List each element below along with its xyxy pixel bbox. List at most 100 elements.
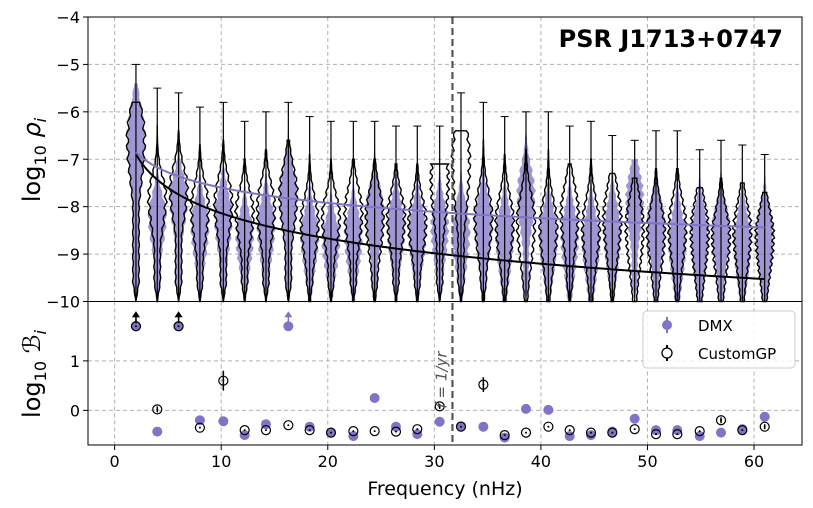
customgp-point-center xyxy=(676,433,679,436)
customgp-point xyxy=(218,375,229,386)
x-tick-label: 60 xyxy=(744,452,764,471)
customgp-point xyxy=(152,404,163,415)
customgp-point-center xyxy=(633,428,636,431)
customgp-point-center xyxy=(416,428,419,431)
customgp-point xyxy=(325,427,337,438)
customgp-point-center xyxy=(394,430,397,433)
customgp-point-center xyxy=(741,429,744,432)
x-tick-label: 40 xyxy=(531,452,551,471)
customgp-point-center xyxy=(134,325,137,328)
customgp-point-center xyxy=(329,431,332,434)
customgp-violin xyxy=(493,153,516,303)
x-tick-label: 20 xyxy=(318,452,338,471)
dmx-point xyxy=(152,426,163,437)
legend: DMX CustomGP xyxy=(642,310,796,369)
dmx-point xyxy=(194,415,205,426)
customgp-point xyxy=(260,425,272,436)
dmx-point xyxy=(218,416,229,427)
customgp-violin xyxy=(364,158,386,303)
customgp-point-center xyxy=(373,430,376,433)
upper-limit-arrowhead xyxy=(284,311,293,318)
y-tick-label: −8 xyxy=(56,198,80,217)
customgp-point-center xyxy=(611,431,614,434)
customgp-point xyxy=(694,426,705,437)
customgp-violin xyxy=(189,144,211,303)
customgp-point-center xyxy=(459,425,462,428)
customgp-point xyxy=(629,424,640,435)
dmx-point xyxy=(520,403,531,414)
customgp-point xyxy=(759,421,770,432)
customgp-point-center xyxy=(568,429,571,432)
violin-plot xyxy=(125,63,776,303)
customgp-violin xyxy=(731,182,753,303)
customgp-point-center xyxy=(438,405,441,408)
customgp-point xyxy=(194,422,205,433)
dmx-point xyxy=(304,421,315,432)
legend-frame xyxy=(642,310,796,369)
customgp-violin xyxy=(320,158,342,303)
customgp-violin xyxy=(233,158,256,303)
customgp-point xyxy=(348,426,359,437)
y-tick-label: −4 xyxy=(56,8,80,27)
customgp-point-center xyxy=(222,379,225,382)
upper-limit-arrowhead xyxy=(174,311,183,318)
legend-customgp-label: CustomGP xyxy=(698,345,776,363)
customgp-point xyxy=(672,429,683,440)
customgp-point-center xyxy=(352,430,355,433)
customgp-point-center xyxy=(264,429,267,432)
fit-curve-dmx xyxy=(135,151,765,229)
customgp-violin xyxy=(125,101,147,303)
customgp-violin xyxy=(212,139,235,303)
customgp-violin xyxy=(277,139,300,303)
customgp-violin xyxy=(623,177,646,303)
customgp-violin xyxy=(710,177,732,303)
customgp-point xyxy=(455,421,467,432)
customgp-point-center xyxy=(177,325,180,328)
x-tick-label: 0 xyxy=(110,452,120,471)
customgp-violin xyxy=(167,130,190,303)
customgp-violin xyxy=(406,163,428,303)
dmx-point xyxy=(499,432,510,443)
customgp-point xyxy=(650,429,662,440)
customgp-violin xyxy=(255,149,277,303)
customgp-point xyxy=(737,425,748,436)
dmx-point xyxy=(369,392,380,403)
customgp-violin xyxy=(472,139,495,303)
legend-dmx-marker xyxy=(662,320,672,330)
customgp-point xyxy=(715,415,727,426)
y-tick-label: 1 xyxy=(70,352,80,371)
customgp-violin xyxy=(558,163,581,303)
customgp-point xyxy=(130,321,142,332)
customgp-point xyxy=(520,427,532,438)
customgp-point xyxy=(173,321,184,332)
customgp-point-center xyxy=(720,419,723,422)
x-tick-label: 10 xyxy=(211,452,231,471)
customgp-point xyxy=(283,420,294,431)
customgp-point-center xyxy=(655,433,658,436)
customgp-violin xyxy=(645,168,667,303)
customgp-point xyxy=(564,425,575,436)
customgp-point-center xyxy=(156,408,159,411)
y-tick-label: −5 xyxy=(56,55,80,74)
x-axis-label: Frequency (nHz) xyxy=(367,478,522,500)
customgp-violin xyxy=(146,125,168,303)
customgp-point xyxy=(369,426,380,437)
customgp-point xyxy=(304,425,315,436)
customgp-point xyxy=(607,427,618,438)
y-tick-label: −7 xyxy=(56,150,80,169)
customgp-point-center xyxy=(482,383,485,386)
customgp-point-center xyxy=(763,425,766,428)
y-tick-label: −9 xyxy=(56,245,80,264)
pulsar-title: PSR J1713+0747 xyxy=(559,25,783,53)
one-per-year-label: f = 1/yr xyxy=(432,351,450,409)
customgp-point-center xyxy=(503,434,506,437)
one-per-year-line: f = 1/yr xyxy=(432,17,454,445)
fit-curve-customgp xyxy=(135,153,765,281)
dmx-point xyxy=(759,411,770,422)
y-tick-label: 0 xyxy=(70,401,80,420)
customgp-point xyxy=(412,424,423,435)
customgp-violin xyxy=(342,158,365,303)
customgp-violin xyxy=(666,168,689,303)
